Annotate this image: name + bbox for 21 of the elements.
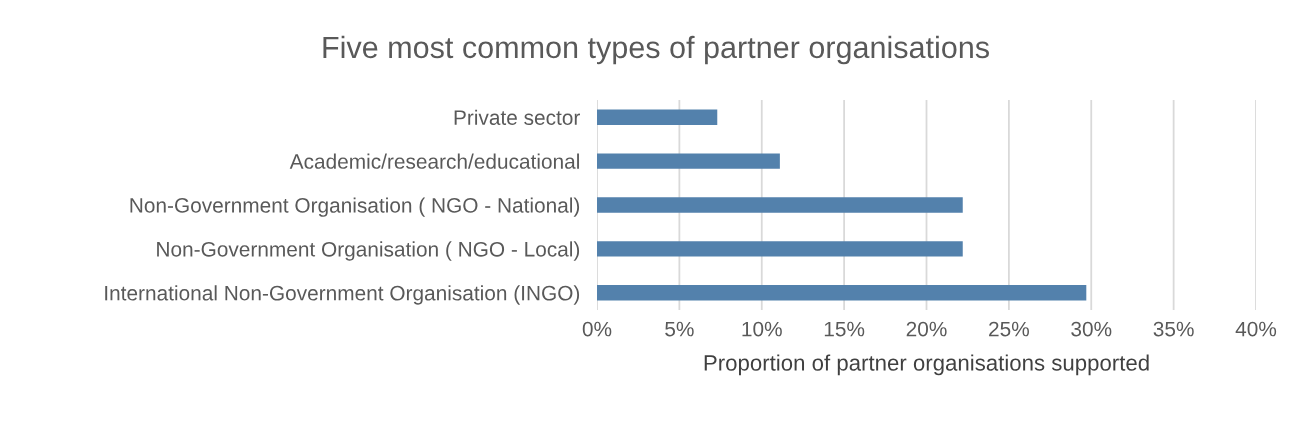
x-tick-label: 10% <box>742 321 782 337</box>
bar <box>597 241 963 257</box>
x-tick-label: 5% <box>665 321 694 337</box>
bar <box>597 197 963 213</box>
x-tick-label: 0% <box>582 321 612 337</box>
y-tick-label: Academic/research/educational <box>289 153 579 169</box>
y-tick-label: Non-Government Organisation ( NGO - Local) <box>157 241 580 261</box>
chart-title: Five most common types of partner organisations <box>323 35 989 65</box>
bar <box>597 153 780 169</box>
bar <box>597 285 1087 301</box>
x-tick-label: 35% <box>1153 321 1194 337</box>
bar <box>597 109 718 125</box>
x-tick-label: 20% <box>906 321 947 337</box>
x-tick-label: 25% <box>989 321 1029 337</box>
x-tick-label: 40% <box>1235 321 1277 337</box>
y-tick-label: Non-Government Organisation ( NGO - National) <box>130 197 580 217</box>
x-tick-label: 30% <box>1071 321 1112 337</box>
x-axis-title: Proportion of partner organisations supported <box>704 354 1149 376</box>
y-tick-label: International Non-Government Organisation (INGO) <box>105 285 580 305</box>
y-tick-label: Private sector <box>454 109 580 125</box>
x-tick-label: 15% <box>824 321 865 337</box>
